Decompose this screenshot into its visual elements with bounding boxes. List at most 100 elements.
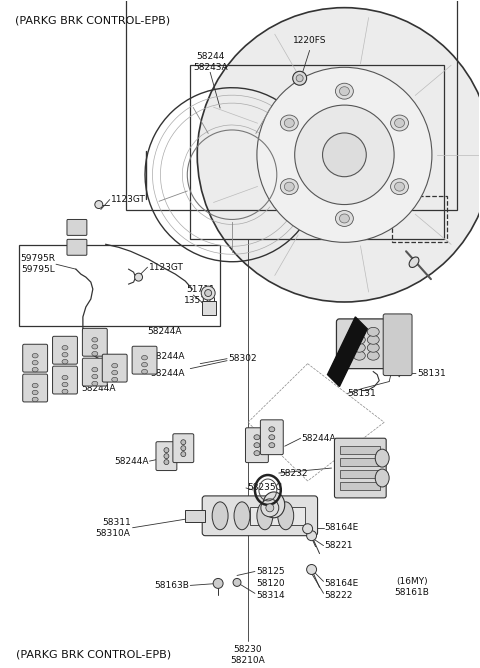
Circle shape — [257, 67, 432, 242]
Text: 58244A: 58244A — [147, 327, 182, 336]
Text: (16MY)
58161B: (16MY) 58161B — [395, 577, 430, 597]
FancyBboxPatch shape — [67, 220, 87, 235]
Text: 58164E: 58164E — [324, 523, 359, 532]
FancyBboxPatch shape — [83, 329, 107, 356]
Bar — [202, 301, 216, 315]
Polygon shape — [327, 317, 367, 387]
Text: 58221: 58221 — [324, 541, 353, 550]
Text: (PARKG BRK CONTROL-EPB): (PARKG BRK CONTROL-EPB) — [15, 15, 170, 25]
Ellipse shape — [257, 502, 273, 530]
Text: 58302: 58302 — [228, 354, 257, 363]
Text: 58244A: 58244A — [301, 434, 336, 443]
Ellipse shape — [142, 355, 147, 360]
Ellipse shape — [254, 451, 260, 456]
Text: 58125: 58125 — [256, 567, 285, 576]
Text: 1123GT: 1123GT — [148, 263, 183, 272]
Ellipse shape — [280, 179, 298, 194]
Ellipse shape — [164, 460, 169, 464]
Ellipse shape — [395, 182, 405, 191]
Text: 58233: 58233 — [283, 504, 312, 512]
FancyBboxPatch shape — [383, 314, 412, 375]
Text: (PARKG BRK CONTROL-EPB): (PARKG BRK CONTROL-EPB) — [16, 649, 171, 659]
Text: 58131: 58131 — [348, 389, 376, 398]
Ellipse shape — [92, 367, 98, 372]
Ellipse shape — [375, 469, 389, 487]
Text: 58222: 58222 — [324, 591, 353, 600]
Ellipse shape — [112, 370, 118, 375]
Text: 58120: 58120 — [256, 579, 285, 588]
Ellipse shape — [142, 363, 147, 367]
Ellipse shape — [92, 381, 98, 386]
Ellipse shape — [181, 446, 186, 451]
FancyBboxPatch shape — [335, 438, 386, 498]
FancyBboxPatch shape — [52, 366, 77, 394]
Bar — [19, 245, 220, 326]
FancyBboxPatch shape — [260, 420, 283, 455]
Ellipse shape — [32, 361, 38, 365]
Circle shape — [201, 286, 215, 300]
Ellipse shape — [62, 382, 68, 387]
Text: 58244
58243A: 58244 58243A — [193, 52, 228, 72]
Ellipse shape — [92, 351, 98, 356]
Ellipse shape — [32, 397, 38, 401]
Ellipse shape — [353, 343, 365, 352]
Ellipse shape — [112, 377, 118, 382]
Text: 58244A: 58244A — [151, 352, 185, 361]
Ellipse shape — [280, 115, 298, 131]
Text: 58311
58310A: 58311 58310A — [96, 518, 131, 538]
Ellipse shape — [62, 375, 68, 380]
FancyBboxPatch shape — [52, 336, 77, 364]
Text: 58411D: 58411D — [357, 144, 393, 152]
Ellipse shape — [92, 345, 98, 349]
Bar — [126, 0, 457, 210]
Ellipse shape — [254, 435, 260, 440]
FancyBboxPatch shape — [245, 428, 268, 463]
Ellipse shape — [62, 353, 68, 357]
Bar — [190, 65, 444, 239]
Text: 1220FS: 1220FS — [293, 36, 326, 45]
Ellipse shape — [62, 345, 68, 350]
Circle shape — [303, 524, 312, 534]
Ellipse shape — [269, 443, 275, 448]
Ellipse shape — [261, 499, 279, 517]
Ellipse shape — [339, 214, 349, 223]
Text: 58235C: 58235C — [247, 484, 282, 492]
Ellipse shape — [269, 427, 275, 432]
Ellipse shape — [164, 454, 169, 459]
Bar — [340, 446, 380, 454]
Circle shape — [295, 105, 394, 204]
FancyBboxPatch shape — [336, 319, 400, 369]
Ellipse shape — [32, 353, 38, 358]
Ellipse shape — [391, 115, 408, 131]
Circle shape — [323, 133, 366, 177]
Text: 58232: 58232 — [280, 468, 308, 478]
Ellipse shape — [142, 369, 147, 374]
Ellipse shape — [395, 118, 405, 128]
Circle shape — [307, 564, 317, 574]
Ellipse shape — [254, 443, 260, 448]
Ellipse shape — [367, 343, 379, 352]
Circle shape — [95, 200, 103, 208]
Ellipse shape — [391, 179, 408, 194]
FancyBboxPatch shape — [156, 442, 177, 470]
FancyBboxPatch shape — [202, 496, 318, 536]
Circle shape — [197, 7, 480, 302]
Ellipse shape — [32, 367, 38, 372]
Ellipse shape — [375, 449, 389, 467]
FancyBboxPatch shape — [83, 358, 107, 386]
Ellipse shape — [181, 452, 186, 457]
Text: 58244A: 58244A — [81, 384, 116, 393]
FancyBboxPatch shape — [23, 374, 48, 402]
Ellipse shape — [164, 448, 169, 453]
Ellipse shape — [284, 182, 294, 191]
Ellipse shape — [32, 390, 38, 395]
FancyBboxPatch shape — [67, 239, 87, 255]
Text: 58163B: 58163B — [155, 581, 189, 590]
Text: 58314: 58314 — [256, 591, 285, 600]
Ellipse shape — [62, 359, 68, 364]
Circle shape — [293, 71, 307, 86]
Ellipse shape — [112, 363, 118, 368]
Ellipse shape — [263, 492, 285, 518]
Circle shape — [296, 75, 303, 81]
FancyBboxPatch shape — [132, 346, 157, 374]
